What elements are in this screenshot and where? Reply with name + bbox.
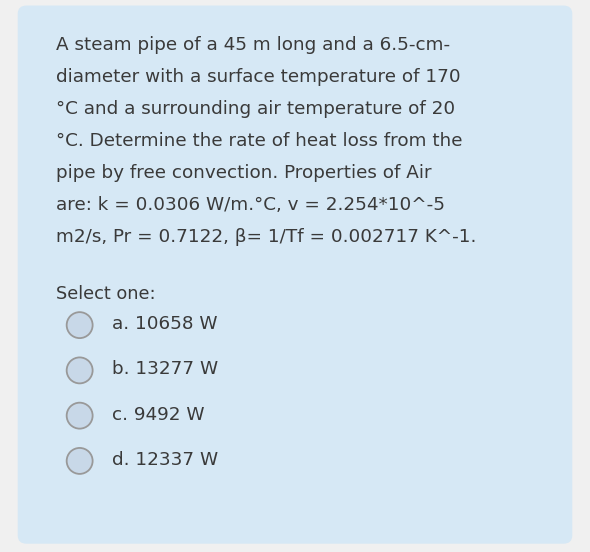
Text: A steam pipe of a 45 m long and a 6.5-cm-: A steam pipe of a 45 m long and a 6.5-cm… [56,36,450,54]
FancyBboxPatch shape [18,6,572,544]
Text: b. 13277 W: b. 13277 W [112,360,218,379]
Ellipse shape [67,312,93,338]
Text: a. 10658 W: a. 10658 W [112,315,218,333]
Ellipse shape [67,402,93,429]
Text: °C. Determine the rate of heat loss from the: °C. Determine the rate of heat loss from… [56,132,463,150]
Text: are: k = 0.0306 W/m.°C, v = 2.254*10^-5: are: k = 0.0306 W/m.°C, v = 2.254*10^-5 [56,196,445,214]
Text: c. 9492 W: c. 9492 W [112,406,205,424]
Text: °C and a surrounding air temperature of 20: °C and a surrounding air temperature of … [56,100,455,118]
Text: pipe by free convection. Properties of Air: pipe by free convection. Properties of A… [56,164,432,182]
Text: Select one:: Select one: [56,285,156,303]
Text: m2/s, Pr = 0.7122, β= 1/Tf = 0.002717 K^-1.: m2/s, Pr = 0.7122, β= 1/Tf = 0.002717 K^… [56,228,477,246]
Text: diameter with a surface temperature of 170: diameter with a surface temperature of 1… [56,68,461,86]
Ellipse shape [67,357,93,384]
Text: d. 12337 W: d. 12337 W [112,451,218,469]
Ellipse shape [67,448,93,474]
